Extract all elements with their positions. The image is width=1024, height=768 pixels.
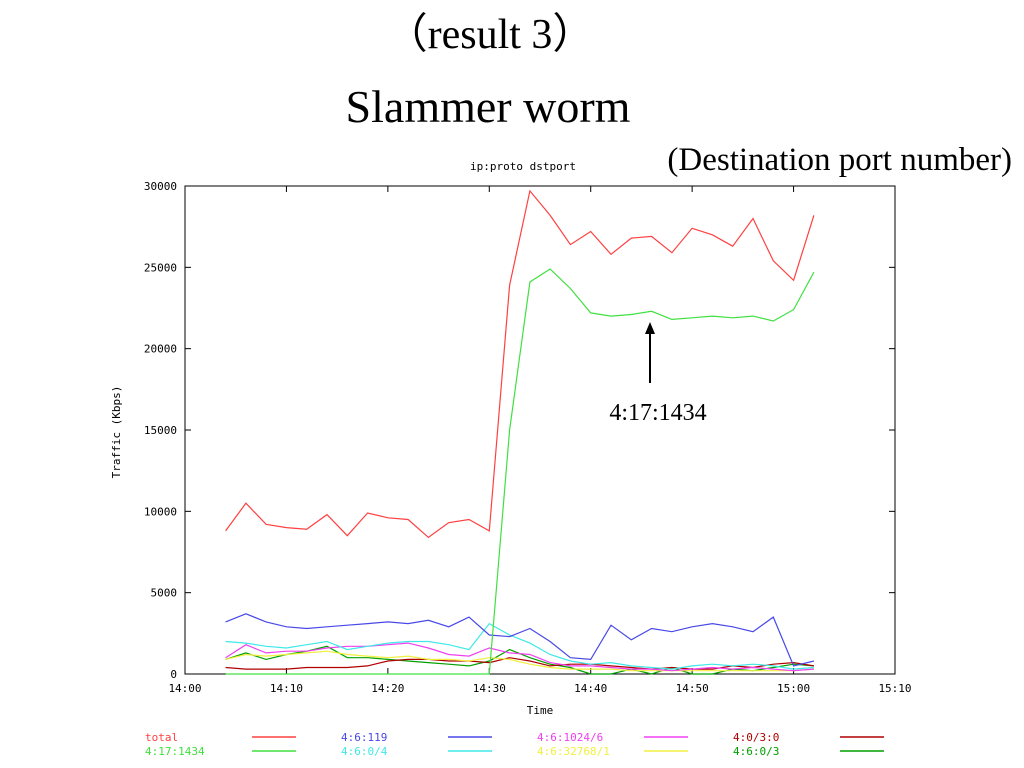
series-line [225,622,814,670]
x-tick-label: 14:10 [270,682,303,695]
annotation-arrowhead [645,322,655,334]
y-tick-label: 30000 [144,180,177,193]
plot-frame [184,185,896,675]
series-line [225,642,814,672]
legend-label: 4:0/3:0 [733,731,779,744]
annotation: 4:17:1434 [609,400,706,426]
legend-label: 4:6:0/4 [341,745,388,758]
x-tick-label: 14:40 [574,682,607,695]
series-line [225,650,814,672]
y-axis-label: Traffic (Kbps) [110,386,123,479]
y-tick-label: 5000 [151,587,178,600]
series-line [225,657,814,670]
x-tick-label: 14:30 [473,682,506,695]
y-tick-label: 15000 [144,424,177,437]
chart-title: ip:proto dstport [470,160,576,173]
legend-label: 4:6:1024/6 [537,731,603,744]
slide-subtitle: Slammer worm [346,81,631,132]
y-tick-label: 25000 [144,261,177,274]
series-line [225,189,815,539]
y-tick-label: 0 [170,668,177,681]
x-tick-label: 14:00 [168,682,201,695]
y-tick-label: 20000 [144,343,177,356]
legend-label: 4:6:0/3 [733,745,779,758]
x-tick-label: 15:10 [878,682,911,695]
series-line [225,613,815,667]
y-tick-label: 10000 [144,505,177,518]
series-line [225,268,815,675]
legend-label: total [145,731,178,744]
slide-note: (Destination port number) [667,142,1012,178]
legend-label: 4:17:1434 [145,745,205,758]
x-tick-label: 15:00 [777,682,810,695]
x-axis-label: Time [527,704,554,717]
x-tick-label: 14:20 [371,682,404,695]
x-tick-label: 14:50 [676,682,709,695]
slide-title: （result 3） [386,12,595,58]
legend-label: 4:6:32768/1 [537,745,610,758]
legend-label: 4:6:119 [341,731,387,744]
